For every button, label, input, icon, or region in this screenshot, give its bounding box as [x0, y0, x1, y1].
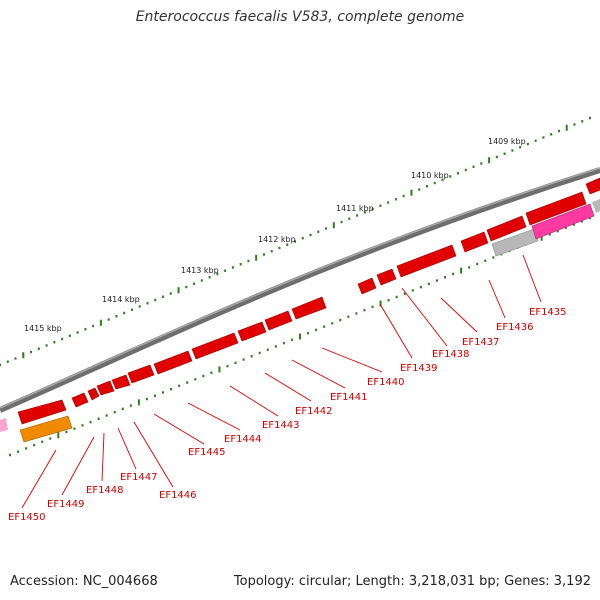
- genome-backbone: [0, 167, 600, 413]
- gene-arrow-ef1444[interactable]: [153, 350, 193, 375]
- gene-label-ef1450[interactable]: EF1450: [8, 512, 46, 523]
- gene-arrow-ef1447[interactable]: [96, 380, 115, 396]
- gene-label-ef1437[interactable]: EF1437: [462, 337, 500, 348]
- gene-arrow-ef1445[interactable]: [127, 364, 155, 384]
- genome-backbone-highlight: [0, 167, 600, 409]
- gene-label-ef1442[interactable]: EF1442: [295, 406, 333, 417]
- gene-label-ef1435[interactable]: EF1435: [529, 307, 567, 318]
- gene-label-ef1444[interactable]: EF1444: [224, 434, 262, 445]
- scale-label: 1409 kbp: [488, 137, 526, 146]
- gene-label-ef1438[interactable]: EF1438: [432, 349, 470, 360]
- scale-label: 1412 kbp: [258, 235, 296, 244]
- scale-label: 1415 kbp: [24, 324, 62, 333]
- gene-arrow-ef1449[interactable]: [71, 392, 89, 408]
- connector-ef1439: [379, 303, 413, 359]
- connector-ef1447: [117, 427, 137, 470]
- connector-ef1445: [153, 413, 205, 445]
- connector-ef1437: [440, 297, 478, 333]
- connector-ef1449: [61, 436, 95, 496]
- connector-ef1442: [264, 372, 312, 402]
- gene-label-ef1447[interactable]: EF1447: [120, 472, 158, 483]
- gene-arrow-ef1435[interactable]: [486, 215, 527, 242]
- scale-label: 1414 kbp: [102, 295, 140, 304]
- gene-label-ef1441[interactable]: EF1441: [330, 392, 368, 403]
- gene-label-ef1448[interactable]: EF1448: [86, 485, 124, 496]
- connector-ef1444: [187, 402, 241, 431]
- gene-label-ef1449[interactable]: EF1449: [47, 499, 85, 510]
- gene-arrow-large[interactable]: [525, 191, 587, 226]
- gene-arrow-orange[interactable]: [19, 415, 73, 443]
- gene-arrow-gray[interactable]: [491, 228, 539, 257]
- connector-ef1443: [229, 385, 279, 417]
- gene-arrow-ef1446[interactable]: [111, 374, 131, 390]
- accession-text: Accession: NC_004668: [10, 574, 158, 589]
- scale-label: 1410 kbp: [411, 171, 449, 180]
- connector-ef1440: [321, 347, 383, 373]
- gene-label-ef1445[interactable]: EF1445: [188, 447, 226, 458]
- gene-label-ef1446[interactable]: EF1446: [159, 490, 197, 501]
- connector-ef1435: [522, 254, 542, 303]
- gene-label-ef1436[interactable]: EF1436: [496, 322, 534, 333]
- genome-summary-text: Topology: circular; Length: 3,218,031 bp…: [233, 574, 591, 589]
- gene-arrow-ef1438[interactable]: [376, 268, 397, 286]
- gene-arrow-edge[interactable]: [585, 177, 600, 195]
- gene-arrow-ef1439[interactable]: [357, 277, 377, 295]
- gene-label-ef1439[interactable]: EF1439: [400, 363, 438, 374]
- gene-arrow-ef1448[interactable]: [87, 387, 100, 401]
- connector-ef1448: [101, 432, 105, 482]
- connector-ef1438: [401, 287, 448, 347]
- scale-label: 1413 kbp: [181, 266, 219, 275]
- scale-ticks: 1409 kbp 1410 kbp 1411 kbp 1412 kbp 1413 kbp…: [0, 116, 591, 367]
- gene-label-ef1440[interactable]: EF1440: [367, 377, 405, 388]
- connector-ef1436: [488, 279, 506, 319]
- label-connectors: [21, 254, 542, 509]
- map-title: Enterococcus faecalis V583, complete gen…: [135, 9, 465, 25]
- gene-arrow-ef1443[interactable]: [191, 332, 239, 360]
- gene-arrow-pink[interactable]: [531, 203, 595, 240]
- gene-arrow-gray-edge[interactable]: [592, 199, 600, 213]
- gene-arrow-pink-edge[interactable]: [0, 418, 8, 432]
- gene-arrow-ef1442[interactable]: [237, 321, 267, 342]
- gene-arrow-ef1436[interactable]: [460, 231, 489, 253]
- gene-label-ef1443[interactable]: EF1443: [262, 420, 300, 431]
- gene-arrow-ef1441[interactable]: [264, 310, 293, 331]
- gene-track: [0, 177, 600, 443]
- connector-ef1441: [291, 359, 346, 389]
- connector-ef1450: [21, 449, 57, 509]
- gene-arrow-ef1437[interactable]: [396, 244, 457, 278]
- scale-label: 1411 kbp: [336, 204, 374, 213]
- connector-ef1446: [133, 421, 174, 488]
- gene-arrow-ef1450[interactable]: [17, 399, 67, 425]
- gene-arrow-ef1440[interactable]: [291, 296, 327, 320]
